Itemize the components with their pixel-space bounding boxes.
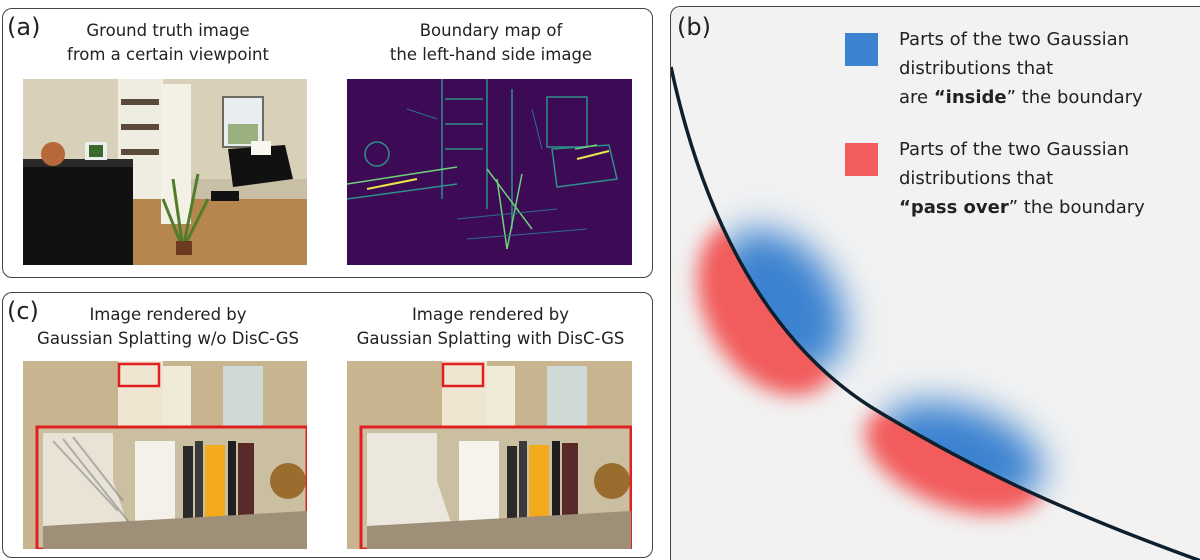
legend-inside-line2: distributions that [899, 58, 1054, 79]
legend-pass-keyword: “pass over [899, 197, 1009, 218]
panel-c-label: (c) [7, 297, 39, 325]
boundary-map-caption: Boundary map of the left-hand side image [351, 19, 631, 67]
without-discgs-caption-line2: Gaussian Splatting w/o DisC-GS [37, 329, 299, 348]
legend-pass-line3-b: ” the boundary [1008, 197, 1145, 218]
with-discgs-caption: Image rendered by Gaussian Splatting wit… [333, 303, 648, 351]
legend-inside-line3-a: are [899, 87, 934, 108]
boundary-map-caption-line1: Boundary map of [419, 21, 563, 40]
without-discgs-caption-line1: Image rendered by [89, 305, 247, 324]
panel-a: (a) Ground truth image from a certain vi… [2, 8, 653, 278]
legend-inside-line3: are “inside” the boundary [899, 83, 1199, 112]
without-discgs-caption: Image rendered by Gaussian Splatting w/o… [13, 303, 323, 351]
boundary-curve [671, 66, 1200, 560]
legend-inside-keyword: “inside [933, 87, 1007, 108]
with-discgs-caption-line2: Gaussian Splatting with DisC-GS [356, 329, 625, 348]
render-without-discgs-image [23, 361, 307, 549]
panel-b-label: (b) [677, 13, 711, 41]
ground-truth-caption-line1: Ground truth image [86, 21, 250, 40]
legend-swatch-pass-over [845, 143, 878, 176]
ground-truth-caption-line2: from a certain viewpoint [67, 45, 269, 64]
ground-truth-image [23, 79, 307, 265]
legend-pass-line2: distributions that [899, 168, 1054, 189]
render-with-discgs-image [347, 361, 632, 549]
legend-inside-line3-b: ” the boundary [1006, 87, 1143, 108]
gaussian-boundary-illustration [671, 66, 1200, 560]
legend-swatch-inside [845, 33, 878, 66]
legend-pass-line3: “pass over” the boundary [899, 193, 1199, 222]
legend-inside-line1: Parts of the two Gaussian [899, 29, 1130, 50]
legend-text-pass-over: Parts of the two Gaussian distributions … [899, 135, 1199, 222]
boundary-map-image [347, 79, 632, 265]
ground-truth-caption: Ground truth image from a certain viewpo… [43, 19, 293, 67]
with-discgs-caption-line1: Image rendered by [411, 305, 570, 324]
boundary-map-caption-line2: the left-hand side image [389, 45, 593, 64]
panel-b: (b) Parts of the two Gaussian distributi… [670, 6, 1200, 560]
legend-text-inside: Parts of the two Gaussian distributions … [899, 25, 1199, 112]
panel-c: (c) Image rendered by Gaussian Splatting… [2, 292, 653, 558]
legend-pass-line1: Parts of the two Gaussian [899, 139, 1130, 160]
panel-a-label: (a) [7, 13, 41, 41]
